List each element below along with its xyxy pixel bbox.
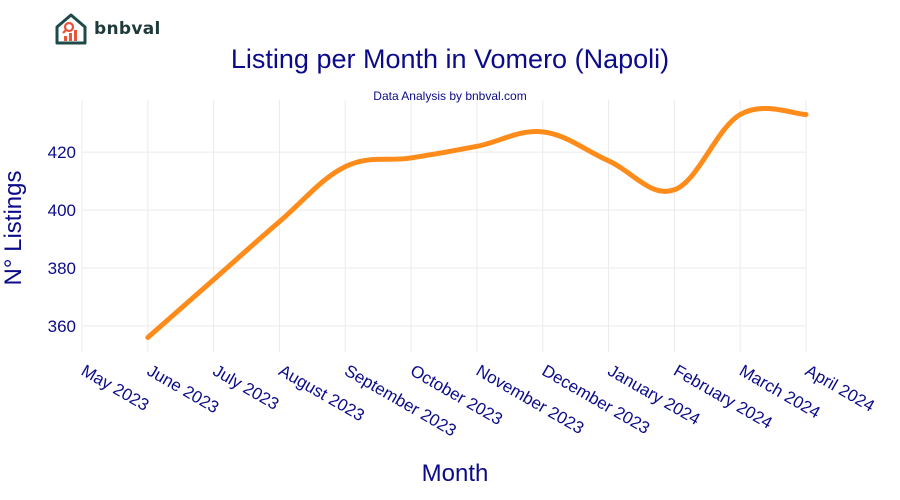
chart-subtitle: Data Analysis by bnbval.com [373, 89, 527, 103]
x-tick-label: May 2023 [78, 361, 152, 415]
grid [81, 100, 807, 352]
y-tick-label: 380 [48, 259, 76, 278]
series-group [145, 105, 809, 341]
brand-name: bnbval [94, 19, 161, 39]
y-tick-label: 360 [48, 317, 76, 336]
y-tick-label: 400 [48, 201, 76, 220]
x-tick-label: September 2023 [341, 361, 459, 440]
x-axis-label: Month [421, 460, 489, 487]
chart-title: Listing per Month in Vomero (Napoli) [230, 44, 670, 74]
x-tick-label: June 2023 [144, 361, 222, 417]
brand-logo: bnbval [54, 12, 161, 46]
house-chart-icon [55, 13, 87, 45]
y-tick-labels: 360 380 400 420 [48, 143, 76, 336]
y-tick-label: 420 [48, 143, 76, 162]
x-tick-label: July 2023 [210, 361, 283, 414]
